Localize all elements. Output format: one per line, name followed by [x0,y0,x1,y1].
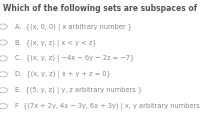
Text: A.  {(x, 0, 0) | x arbitrary number }: A. {(x, 0, 0) | x arbitrary number } [15,24,132,31]
Text: C.  {(x, y, z) | −4x − 6y − 2z = −7}: C. {(x, y, z) | −4x − 6y − 2z = −7} [15,55,134,62]
Text: F  {(7x + 2y, 4x − 3y, 6x + 3y) | x, y arbitrary numbers }: F {(7x + 2y, 4x − 3y, 6x + 3y) | x, y ar… [15,103,200,110]
Text: B.  {(x, y, z) | x < y < z}: B. {(x, y, z) | x < y < z} [15,40,97,46]
Text: Which of the following sets are subspaces of ℝ³?: Which of the following sets are subspace… [3,4,200,13]
Text: D.  {(x, y, z) | x + y + z = 0}: D. {(x, y, z) | x + y + z = 0} [15,71,111,78]
Text: E.  {(5, y, z) | y, z arbitrary numbers }: E. {(5, y, z) | y, z arbitrary numbers } [15,87,142,94]
